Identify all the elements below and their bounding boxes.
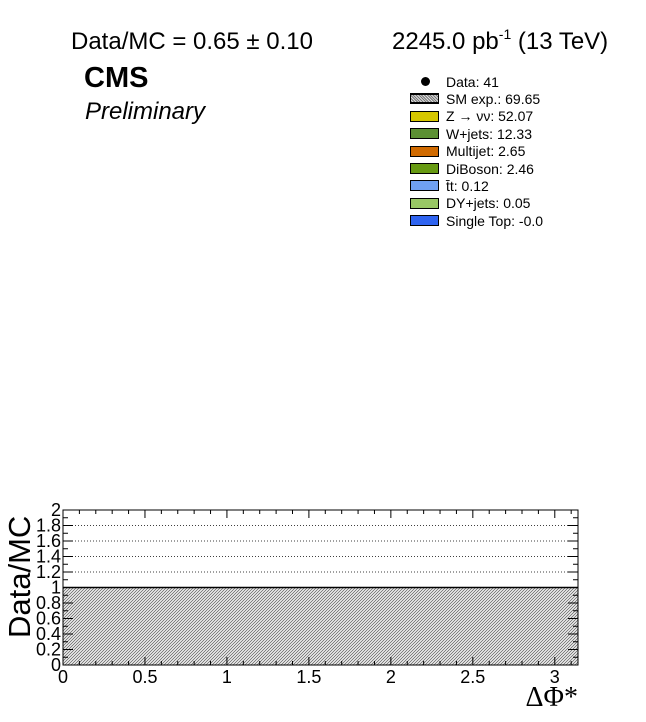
legend-swatch: [410, 215, 439, 227]
legend-swatch: [410, 145, 439, 157]
luminosity-label: 2245.0 pb-1 (13 TeV): [392, 26, 609, 56]
legend-label: Z → νν: 52.07: [446, 108, 534, 125]
legend-item: W+jets: 12.33: [410, 125, 532, 142]
y-tick-label: 0.2: [36, 640, 61, 660]
x-tick-label: 2.5: [460, 667, 485, 687]
x-tick-label: 0.5: [132, 667, 157, 687]
legend-label: Data: 41: [446, 73, 499, 90]
x-tick-label: 3: [550, 667, 560, 687]
x-tick-label: 0: [58, 667, 68, 687]
x-tick-label: 2: [386, 667, 396, 687]
legend-item: t̄t: 0.12: [410, 177, 489, 194]
x-tick-label: 1.5: [296, 667, 321, 687]
status-label: Preliminary: [85, 98, 206, 125]
x-axis-title: ΔΦ*: [526, 682, 578, 713]
legend-label: DiBoson: 2.46: [446, 160, 534, 177]
legend-label: SM exp.: 69.65: [446, 90, 541, 107]
y-tick-label: 0.8: [36, 593, 61, 613]
y-tick-label: 0.6: [36, 609, 61, 629]
y-tick-label: 1.2: [36, 562, 61, 582]
sm-uncertainty-band: [63, 587, 578, 665]
legend-swatch: [410, 128, 439, 140]
y-tick-label: 0: [51, 655, 61, 675]
y-tick-label: 0.4: [36, 624, 61, 644]
lumi-value: 2245.0 pb: [392, 28, 499, 55]
legend-swatch: [410, 180, 439, 192]
y-tick-label: 2: [51, 500, 61, 520]
y-tick-label: 1: [51, 578, 61, 598]
energy-label: (13 TeV): [517, 28, 609, 55]
legend-label: W+jets: 12.33: [446, 125, 532, 142]
ratio-text: Data/MC = 0.65 ± 0.10: [71, 28, 313, 55]
legend-swatch: [410, 163, 439, 174]
legend-label: DY+jets: 0.05: [446, 195, 531, 212]
y-tick-label: 1.4: [36, 547, 61, 567]
legend-label: Single Top: -0.0: [446, 212, 544, 229]
legend-item: DiBoson: 2.46: [410, 160, 534, 177]
y-tick-label: 1.6: [36, 531, 61, 551]
x-tick-label: 1: [222, 667, 232, 687]
legend-item: Single Top: -0.0: [410, 212, 543, 229]
experiment-label: CMS: [84, 62, 149, 94]
legend-item: SM exp.: 69.65: [410, 90, 540, 107]
legend-item: Data: 41: [410, 73, 499, 90]
lumi-exponent: -1: [498, 26, 512, 42]
legend-item: Z → νν: 52.07: [410, 108, 533, 125]
legend-item: DY+jets: 0.05: [410, 195, 530, 212]
y-axis-title: Data/MC: [2, 516, 37, 638]
y-tick-label: 1.8: [36, 516, 61, 536]
legend-swatch: [410, 110, 439, 122]
legend-swatch: [410, 197, 439, 209]
legend-marker-icon: [410, 76, 439, 87]
legend-label: Multijet: 2.65: [446, 143, 526, 160]
legend-item: Multijet: 2.65: [410, 143, 525, 160]
legend-hatch-swatch: [410, 93, 439, 105]
legend-label: t̄t: 0.12: [446, 177, 489, 194]
